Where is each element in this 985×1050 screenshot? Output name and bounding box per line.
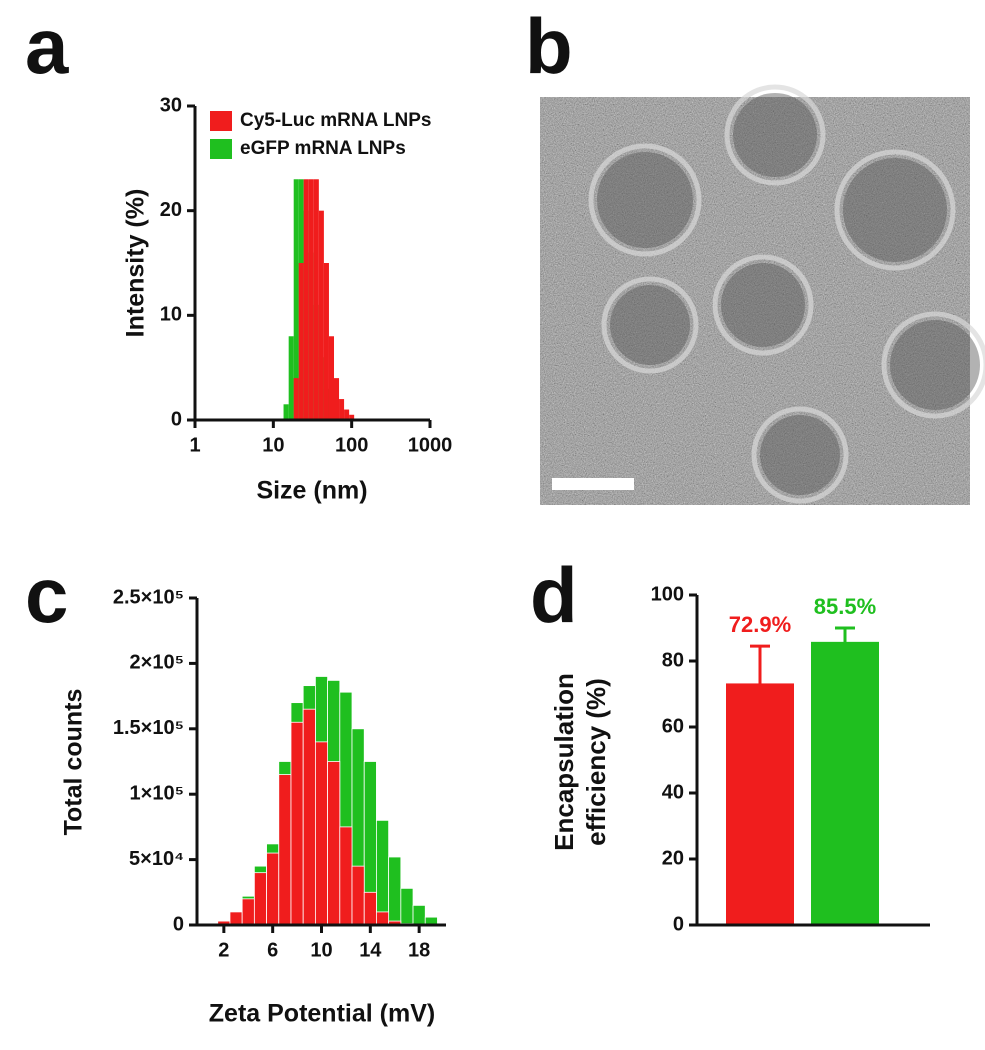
panel-label: d xyxy=(530,551,578,639)
particle-halo xyxy=(834,149,956,271)
y-tick-label: 20 xyxy=(160,199,182,221)
bar xyxy=(278,774,292,926)
particle-halo xyxy=(601,276,699,374)
value-label: 85.5% xyxy=(814,594,876,619)
bar xyxy=(328,336,335,420)
bar xyxy=(318,210,324,420)
bar xyxy=(283,404,289,420)
y-tick-label: 40 xyxy=(662,781,684,803)
y-axis-label: Intensity (%) xyxy=(122,189,150,338)
legend-swatch xyxy=(210,139,232,159)
x-tick-label: 1 xyxy=(189,434,200,456)
x-tick-label: 14 xyxy=(359,939,382,961)
bar xyxy=(313,179,319,420)
y-axis-label: Encapsulation efficiency (%) xyxy=(549,673,611,851)
legend-label: Cy5-Luc mRNA LNPs xyxy=(240,110,431,131)
particle-halo xyxy=(712,254,814,356)
x-tick-label: 100 xyxy=(335,434,368,456)
bar xyxy=(302,708,316,926)
y-tick-label: 10 xyxy=(160,304,182,326)
value-label: 72.9% xyxy=(729,612,791,637)
x-axis-label: Zeta Potential (mV) xyxy=(209,1000,435,1028)
particle-halo xyxy=(751,406,849,504)
bar xyxy=(327,761,341,926)
y-tick-label: 80 xyxy=(662,649,684,671)
particle xyxy=(733,93,817,177)
particle xyxy=(721,263,805,347)
y-tick-label: 0 xyxy=(171,408,182,430)
y-tick-label: 2×10⁵ xyxy=(130,652,184,674)
bar xyxy=(339,399,345,420)
particle xyxy=(610,285,690,365)
bar xyxy=(400,887,414,926)
x-tick-label: 18 xyxy=(408,939,430,961)
bar xyxy=(298,263,304,420)
bar xyxy=(339,826,353,926)
bar xyxy=(241,898,255,926)
particle-halo xyxy=(724,84,826,186)
bar xyxy=(334,378,340,420)
particle xyxy=(760,415,840,495)
bar xyxy=(253,872,267,926)
x-tick-label: 1000 xyxy=(408,434,453,456)
bar xyxy=(811,641,879,926)
bar xyxy=(376,819,390,926)
y-tick-label: 30 xyxy=(160,94,182,116)
bar xyxy=(376,911,390,926)
bar xyxy=(229,911,243,926)
bar xyxy=(349,414,355,420)
bar xyxy=(323,263,329,420)
panel-label: b xyxy=(525,2,573,90)
bar xyxy=(388,856,402,926)
y-tick-label: 0 xyxy=(673,913,684,935)
x-tick-label: 2 xyxy=(218,939,229,961)
y-tick-label: 5×10⁴ xyxy=(129,848,184,870)
bar xyxy=(726,683,794,926)
y-tick-label: 1.5×10⁵ xyxy=(113,717,184,739)
bar xyxy=(290,721,304,926)
y-tick-label: 60 xyxy=(662,715,684,737)
legend-swatch xyxy=(210,111,232,131)
x-tick-label: 10 xyxy=(262,434,284,456)
y-tick-label: 100 xyxy=(651,583,684,605)
particle xyxy=(597,152,693,248)
y-tick-label: 20 xyxy=(662,847,684,869)
y-tick-label: 1×10⁵ xyxy=(130,782,184,804)
scale-bar xyxy=(552,478,634,490)
y-tick-label: 0 xyxy=(173,913,184,935)
bar xyxy=(412,904,426,926)
x-tick-label: 10 xyxy=(310,939,332,961)
y-axis-label: Total counts xyxy=(60,689,88,836)
particle xyxy=(843,158,947,262)
y-tick-label: 2.5×10⁵ xyxy=(113,586,184,608)
bar xyxy=(266,852,280,926)
bar xyxy=(314,741,329,926)
particle-halo xyxy=(588,143,702,257)
particle-halo xyxy=(881,311,985,419)
bar xyxy=(303,179,309,420)
legend-label: eGFP mRNA LNPs xyxy=(240,138,406,159)
particle xyxy=(890,320,980,410)
bar xyxy=(344,409,350,420)
panel-label: a xyxy=(25,2,69,90)
bar xyxy=(308,179,314,420)
x-tick-label: 6 xyxy=(267,939,278,961)
bar xyxy=(293,378,299,420)
panel-label: c xyxy=(25,551,68,639)
bar xyxy=(351,865,365,926)
x-axis-label: Size (nm) xyxy=(256,477,367,505)
bar xyxy=(293,179,299,420)
bar xyxy=(363,891,377,926)
bar xyxy=(288,336,294,420)
